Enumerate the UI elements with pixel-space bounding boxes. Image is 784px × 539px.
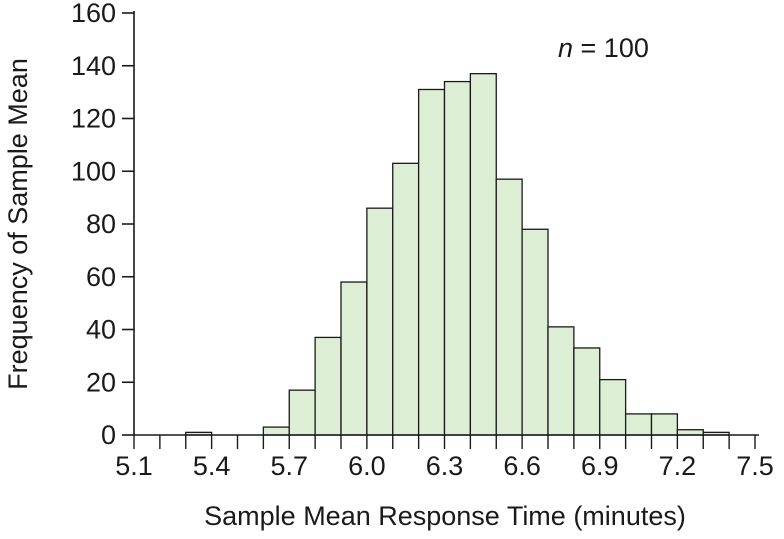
x-tick-label: 6.0 — [348, 451, 386, 481]
histogram-bar — [521, 228, 549, 436]
x-tick-label: 5.7 — [270, 451, 308, 481]
histogram-bar — [392, 162, 420, 436]
histogram-bar — [573, 347, 601, 436]
histogram-bar — [469, 73, 497, 436]
x-tick-label: 6.3 — [426, 451, 464, 481]
histogram-bar — [599, 378, 627, 436]
x-axis-title: Sample Mean Response Time (minutes) — [204, 501, 686, 531]
x-tick-label: 6.9 — [581, 451, 619, 481]
y-tick-label: 100 — [71, 156, 116, 186]
x-tick-label: 5.1 — [115, 451, 153, 481]
axes-group: 0 20 40 60 80 100 120 140 160 5.1 5.4 5.7 6.0 6.3 6.6 6… — [71, 0, 774, 481]
histogram-bar — [624, 413, 653, 436]
histogram-bar — [417, 88, 446, 436]
histogram-bar — [288, 389, 316, 436]
histogram-bar — [547, 326, 575, 436]
y-tick-label: 80 — [86, 209, 116, 239]
y-tick-label: 40 — [86, 315, 116, 345]
y-axis-title: Frequency of Sample Mean — [3, 58, 33, 390]
histogram-bar — [495, 178, 523, 436]
histogram-bar — [366, 207, 394, 436]
y-tick-label: 20 — [86, 367, 116, 397]
y-tick-label: 0 — [101, 420, 116, 450]
sample-size-symbol: n — [558, 33, 573, 63]
sample-size-annotation: n = 100 — [558, 33, 649, 63]
x-tick-label: 5.4 — [193, 451, 231, 481]
histogram-bar — [340, 281, 368, 436]
y-tick-label: 60 — [86, 262, 116, 292]
y-tick-label: 160 — [71, 0, 116, 28]
histogram-bar — [262, 426, 290, 436]
x-tick-label: 7.2 — [659, 451, 697, 481]
bars-group — [185, 73, 730, 436]
histogram-bar — [443, 80, 472, 436]
histogram-bar — [314, 336, 342, 436]
x-tick-label: 6.6 — [503, 451, 541, 481]
y-tick-label: 120 — [71, 104, 116, 134]
sample-size-value: = 100 — [573, 33, 649, 63]
y-tick-label: 140 — [71, 51, 116, 81]
x-tick-label: 7.5 — [736, 451, 774, 481]
histogram-bar — [650, 413, 679, 436]
